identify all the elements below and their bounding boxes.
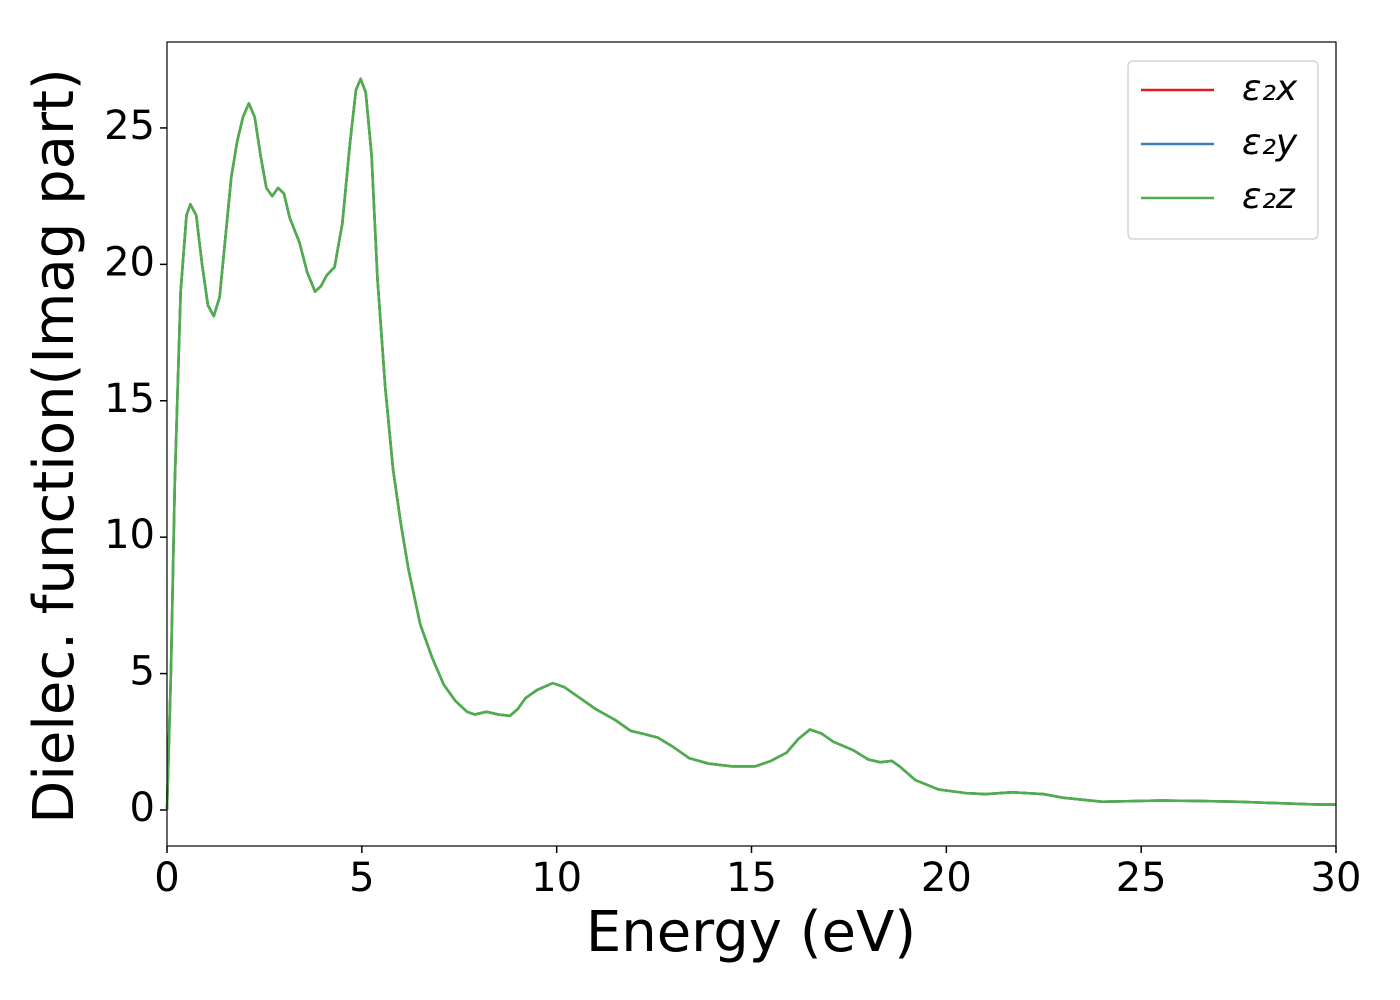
x-tick-label: 30 <box>1311 855 1362 901</box>
y-tick-label: 20 <box>104 239 155 285</box>
y-tick-label: 15 <box>104 376 155 422</box>
x-tick-label: 0 <box>154 855 179 901</box>
legend-label: ε₂y <box>1242 122 1298 163</box>
y-tick-label: 25 <box>104 103 155 149</box>
legend-label: ε₂z <box>1242 176 1296 217</box>
y-tick-label: 10 <box>104 512 155 558</box>
legend-box <box>1127 60 1319 240</box>
x-tick-label: 20 <box>921 855 972 901</box>
plot-frame <box>166 41 1337 847</box>
x-tick-label: 15 <box>726 855 777 901</box>
legend-label: ε₂x <box>1242 68 1298 109</box>
x-tick-label: 25 <box>1116 855 1167 901</box>
y-tick-label: 0 <box>130 785 155 831</box>
y-tick-label: 5 <box>130 649 155 695</box>
y-axis-label: Dielec. function(Imag part) <box>22 68 87 824</box>
x-tick-label: 5 <box>349 855 374 901</box>
x-tick-label: 10 <box>531 855 582 901</box>
x-axis-label: Energy (eV) <box>586 900 916 965</box>
series-line <box>165 77 1336 811</box>
